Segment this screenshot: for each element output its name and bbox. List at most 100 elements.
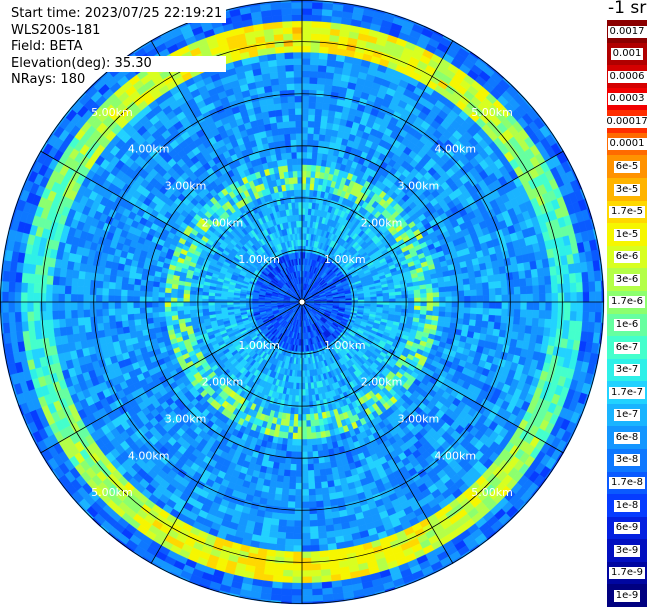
heatmap-cell: [301, 201, 306, 209]
heatmap-cell: [177, 314, 185, 320]
heatmap-cell: [284, 457, 292, 465]
heatmap-cell: [165, 315, 173, 322]
heatmap-cell: [457, 284, 465, 292]
heatmap-cell: [457, 307, 465, 314]
heatmap-cell: [214, 298, 222, 303]
heatmap-cell: [382, 298, 390, 303]
heatmap-cell: [140, 318, 148, 325]
heatmap-cell: [220, 304, 228, 308]
heatmap-cell: [305, 183, 311, 191]
heatmap-cell: [292, 164, 298, 172]
heatmap-cell: [432, 296, 440, 303]
heatmap-cell: [290, 133, 297, 141]
heatmap-cell: [401, 301, 409, 306]
heatmap-cell: [139, 290, 147, 297]
heatmap-cell: [310, 419, 316, 427]
heatmap-cell: [280, 152, 288, 160]
heatmap-cell: [438, 286, 446, 293]
heatmap-cell: [134, 324, 143, 332]
heatmap-cell: [301, 133, 309, 140]
heatmap-cell: [439, 301, 446, 308]
heatmap-cell: [298, 220, 303, 228]
heatmap-cell: [413, 305, 421, 311]
heatmap-cell: [324, 461, 332, 470]
heatmap-cell: [286, 158, 293, 166]
heatmap-cell: [451, 301, 459, 308]
heatmap-cell: [426, 292, 434, 298]
heatmap-cell: [126, 307, 134, 315]
heatmap-cell: [298, 376, 303, 384]
heatmap-cell: [293, 183, 299, 191]
heatmap-cell: [468, 319, 477, 327]
heatmap-cell: [133, 318, 142, 326]
heatmap-cell: [277, 468, 285, 477]
heatmap-cell: [301, 457, 308, 465]
heatmap-cell: [202, 308, 210, 313]
heatmap-cell: [308, 401, 314, 409]
heatmap-cell: [432, 310, 440, 317]
heatmap-cell: [170, 301, 178, 307]
heatmap-cell: [313, 127, 321, 135]
heatmap-cell: [437, 281, 446, 288]
heatmap-cell: [283, 171, 290, 179]
heatmap-cell: [301, 407, 307, 415]
heatmap-cell: [305, 395, 310, 403]
heatmap-cell: [183, 305, 191, 311]
heatmap-cell: [444, 286, 452, 293]
heatmap-cell: [298, 395, 303, 403]
heatmap-cell: [281, 158, 288, 167]
heatmap-cell: [426, 301, 434, 307]
heatmap-cell: [413, 289, 421, 295]
heatmap-cell: [164, 301, 172, 308]
heatmap-cell: [294, 201, 299, 209]
heatmap-cell: [407, 301, 415, 307]
heatmap-cell: [304, 382, 309, 390]
heatmap-cell: [467, 271, 476, 279]
heatmap-cell: [176, 293, 184, 299]
heatmap-cell: [280, 146, 287, 154]
heatmap-cell: [284, 463, 291, 471]
heatmap-cell: [312, 145, 319, 154]
heatmap-cell: [306, 151, 313, 159]
heatmap-cell: [301, 139, 308, 147]
heatmap-cell: [282, 165, 289, 173]
heatmap-cell: [305, 189, 311, 197]
heatmap-cell: [407, 305, 415, 311]
heatmap-cell: [296, 445, 303, 453]
heatmap-cell: [457, 290, 465, 297]
heatmap-cell: [189, 301, 197, 307]
heatmap-cell: [293, 176, 299, 184]
heatmap-cell: [145, 296, 153, 303]
heatmap-cell: [407, 297, 415, 303]
heatmap-cell: [382, 295, 390, 300]
heatmap-cell: [291, 202, 296, 210]
heatmap-cell: [208, 304, 215, 309]
heatmap-cell: [307, 126, 315, 134]
heatmap-cell: [318, 140, 325, 148]
heatmap-cell: [133, 307, 141, 314]
heatmap-cell: [170, 297, 178, 303]
heatmap-cell: [439, 296, 446, 303]
heatmap-cell: [445, 291, 453, 298]
heatmap-cell: [451, 290, 459, 297]
heatmap-cell: [158, 286, 166, 293]
heatmap-cell: [126, 295, 134, 303]
heatmap-cell: [296, 151, 303, 159]
heatmap-cell: [176, 301, 184, 307]
heatmap-cell: [318, 462, 326, 471]
heatmap-cell: [233, 303, 240, 308]
heatmap-cell: [310, 164, 317, 172]
heatmap-cell: [297, 176, 303, 184]
heatmap-cell: [133, 301, 140, 309]
heatmap-cell: [312, 457, 320, 465]
heatmap-cell: [296, 158, 303, 165]
heatmap-cell: [151, 306, 159, 313]
heatmap-cell: [311, 152, 318, 160]
heatmap-cell: [133, 313, 141, 320]
heatmap-cell: [296, 233, 301, 240]
heatmap-cell: [283, 469, 291, 477]
heatmap-cell: [306, 158, 313, 166]
heatmap-cell: [293, 189, 299, 197]
heatmap-cell: [140, 279, 148, 286]
heatmap-cell: [286, 444, 293, 452]
